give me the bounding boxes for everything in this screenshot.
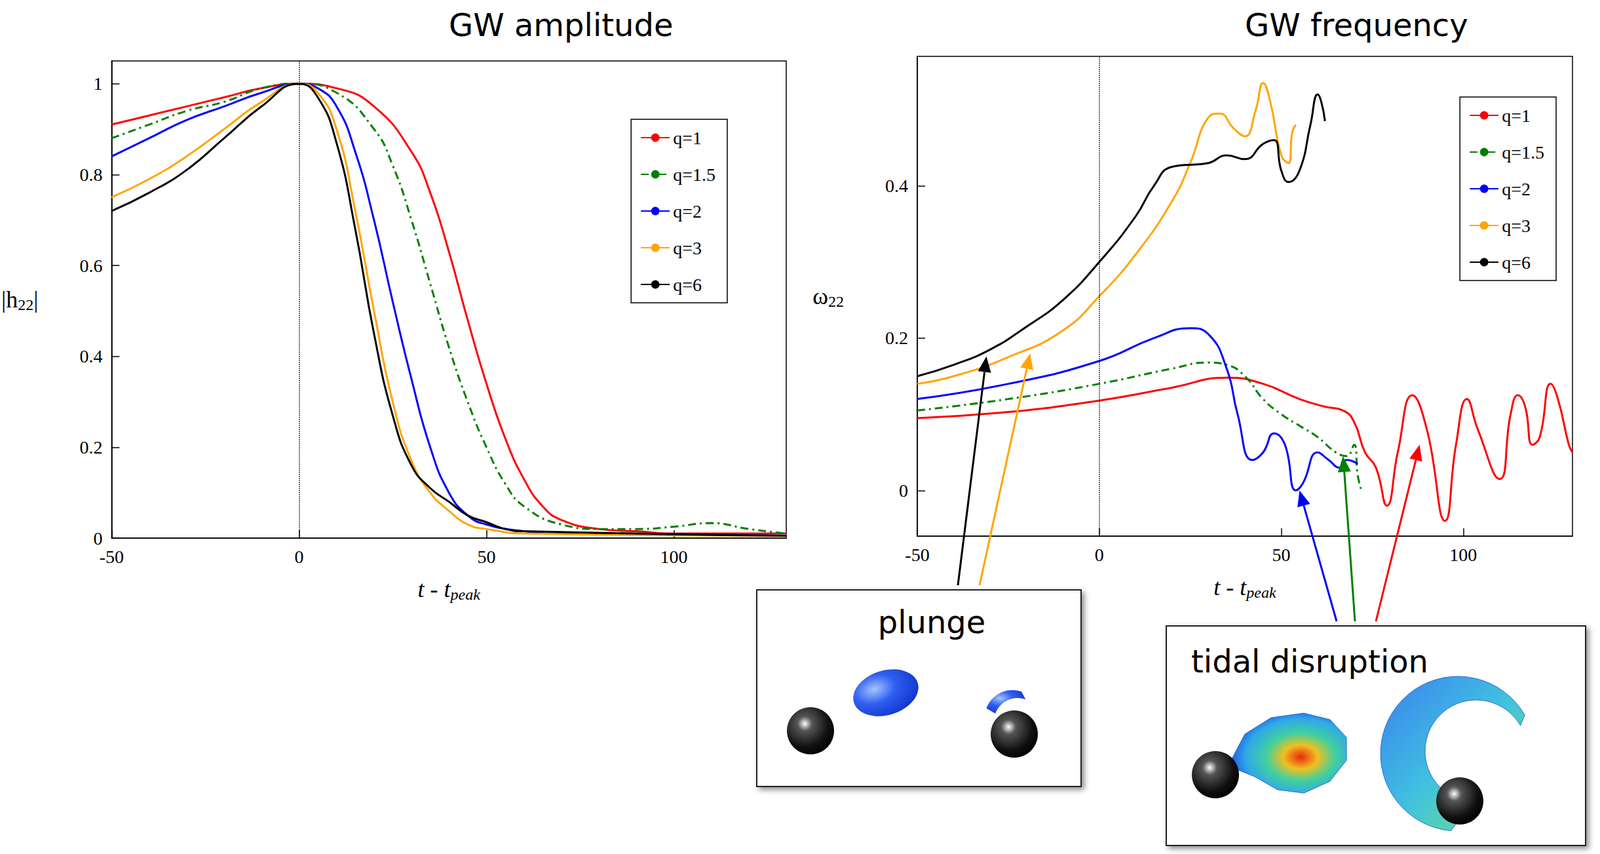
svg-text:100: 100 — [1449, 544, 1477, 565]
svg-text:tidal disruption: tidal disruption — [1191, 642, 1429, 680]
svg-text:q=1: q=1 — [672, 127, 702, 149]
svg-text:q=3: q=3 — [672, 237, 702, 259]
svg-text:22: 22 — [17, 296, 34, 314]
svg-text:-50: -50 — [99, 546, 124, 567]
svg-text:0: 0 — [898, 480, 909, 501]
svg-text:0.4: 0.4 — [79, 345, 103, 367]
svg-text:0.6: 0.6 — [79, 255, 103, 276]
svg-text:t - t: t - t — [418, 575, 452, 603]
svg-text:q=2: q=2 — [672, 201, 702, 222]
svg-text:1: 1 — [93, 73, 103, 94]
svg-text:0: 0 — [93, 528, 103, 549]
svg-text:|h: |h — [1, 286, 18, 313]
svg-text:q=3: q=3 — [1501, 215, 1531, 236]
svg-text:50: 50 — [476, 546, 496, 567]
svg-text:q=1.5: q=1.5 — [1501, 142, 1545, 163]
svg-text:100: 100 — [659, 546, 688, 567]
svg-text:q=6: q=6 — [1501, 252, 1531, 273]
svg-text:q=1.5: q=1.5 — [672, 164, 716, 185]
svg-text:peak: peak — [449, 585, 481, 603]
svg-text:q=6: q=6 — [672, 274, 702, 295]
svg-text:q=2: q=2 — [1501, 178, 1531, 200]
svg-text:ω: ω — [812, 283, 829, 310]
svg-text:GW frequency: GW frequency — [1244, 6, 1469, 44]
svg-text:GW amplitude: GW amplitude — [448, 6, 673, 44]
svg-text:|: | — [33, 286, 39, 313]
svg-text:0.4: 0.4 — [885, 175, 909, 196]
svg-text:0.2: 0.2 — [79, 437, 103, 458]
svg-text:22: 22 — [828, 292, 844, 310]
svg-text:-50: -50 — [904, 544, 930, 565]
svg-text:0.8: 0.8 — [79, 164, 103, 185]
svg-text:0.2: 0.2 — [885, 327, 909, 348]
svg-text:plunge: plunge — [877, 603, 987, 641]
svg-text:0: 0 — [294, 546, 304, 567]
svg-text:t - t: t - t — [1213, 573, 1247, 601]
svg-text:50: 50 — [1272, 544, 1291, 565]
svg-text:peak: peak — [1244, 583, 1277, 601]
svg-text:0: 0 — [1094, 544, 1105, 565]
svg-text:q=1: q=1 — [1501, 105, 1531, 126]
